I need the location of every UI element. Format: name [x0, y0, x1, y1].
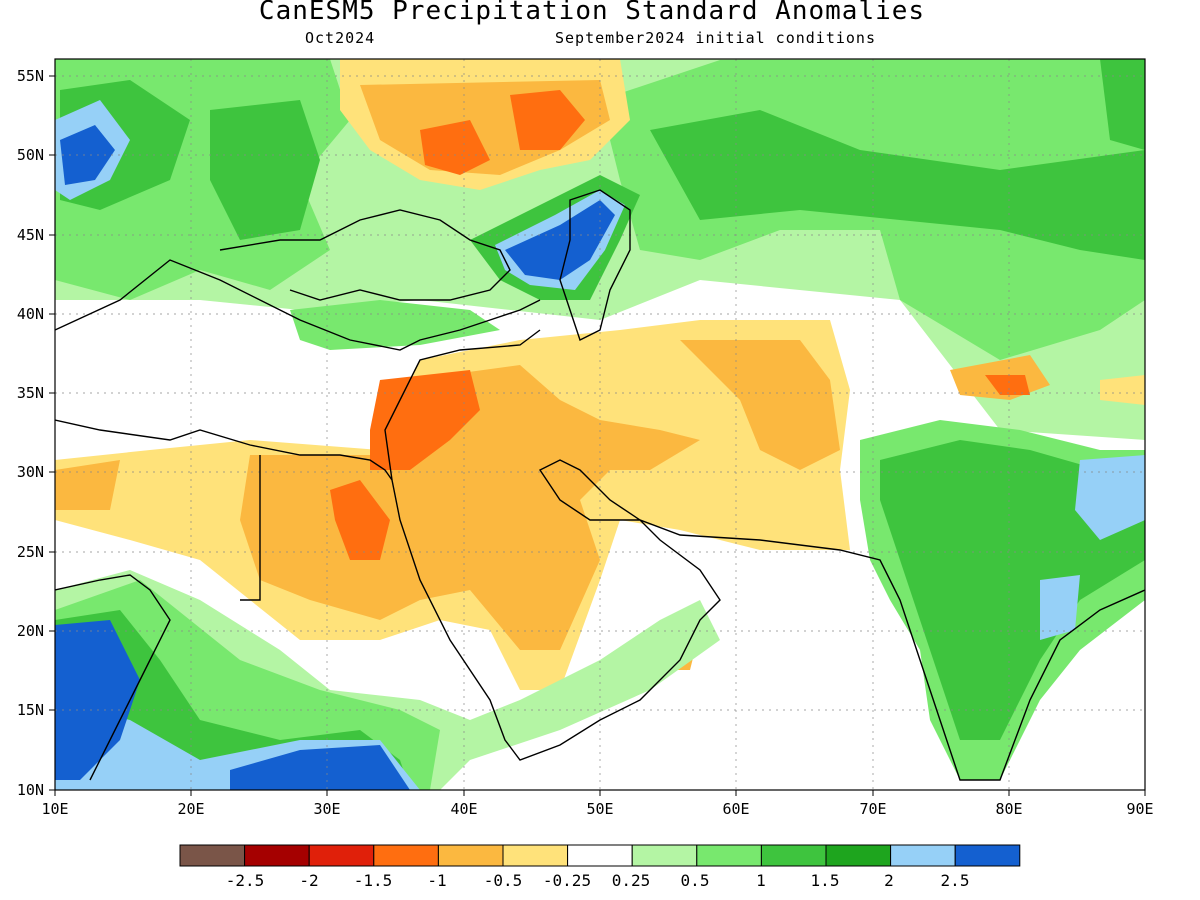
- colorbar-label: -0.5: [484, 871, 523, 890]
- colorbar-label: -2.5: [226, 871, 265, 890]
- lon-label: 10E: [41, 800, 68, 818]
- colorbar-label: 0.25: [612, 871, 651, 890]
- graticule: [55, 59, 1145, 790]
- colorbar-label: 1: [756, 871, 766, 890]
- lat-label: 10N: [17, 781, 44, 799]
- lat-label: 20N: [17, 622, 44, 640]
- colorbar-swatch: [696, 844, 762, 867]
- initial-conditions: September2024 initial conditions: [555, 29, 876, 47]
- lat-label: 50N: [17, 146, 44, 164]
- colorbar-swatch: [437, 844, 504, 867]
- colorbar-swatch: [825, 844, 892, 867]
- colorbar-label: -2: [299, 871, 318, 890]
- map-title: CanESM5 Precipitation Standard Anomalies: [258, 0, 926, 26]
- colorbar-label: 2: [884, 871, 894, 890]
- colorbar-swatch: [567, 844, 633, 867]
- colorbar-label: 0.5: [681, 871, 710, 890]
- colorbar-label: -0.25: [543, 871, 591, 890]
- colorbar-label: -1: [427, 871, 446, 890]
- longitude-labels: 10E 20E 30E 40E 50E 60E 70E 80E 90E: [41, 800, 1153, 818]
- colorbar-swatch: [760, 844, 827, 867]
- latitude-labels: 55N 50N 45N 40N 35N 30N 25N 20N 15N 10N: [17, 67, 44, 799]
- colorbar-swatch: [954, 844, 1021, 867]
- coastlines: [55, 189, 1145, 781]
- colorbar: [179, 844, 1021, 867]
- forecast-month: Oct2024: [305, 29, 376, 47]
- lat-label: 35N: [17, 384, 44, 402]
- colorbar-swatch: [308, 844, 375, 867]
- colorbar-label: -1.5: [354, 871, 393, 890]
- lat-label: 45N: [17, 226, 44, 244]
- colorbar-swatch: [179, 844, 246, 867]
- colorbar-label: 1.5: [811, 871, 840, 890]
- lon-label: 90E: [1126, 800, 1153, 818]
- colorbar-swatch: [244, 844, 310, 867]
- lon-label: 20E: [177, 800, 204, 818]
- lat-label: 55N: [17, 67, 44, 85]
- colorbar-labels: -2.5 -2 -1.5 -1 -0.5 -0.25 0.25 0.5 1 1.…: [226, 871, 970, 890]
- lon-label: 50E: [586, 800, 613, 818]
- lat-label: 25N: [17, 543, 44, 561]
- colorbar-swatch: [502, 844, 569, 867]
- colorbar-swatch: [890, 844, 956, 867]
- lat-label: 30N: [17, 463, 44, 481]
- anomaly-field: [55, 59, 1145, 790]
- colorbar-label: 2.5: [941, 871, 970, 890]
- lon-label: 30E: [313, 800, 340, 818]
- lon-label: 70E: [859, 800, 886, 818]
- lon-label: 60E: [722, 800, 749, 818]
- colorbar-swatch: [631, 844, 698, 867]
- lat-label: 40N: [17, 305, 44, 323]
- tick-marks: [49, 75, 1146, 796]
- lat-label: 15N: [17, 701, 44, 719]
- lon-label: 80E: [995, 800, 1022, 818]
- lon-label: 40E: [450, 800, 477, 818]
- colorbar-swatch: [373, 844, 439, 867]
